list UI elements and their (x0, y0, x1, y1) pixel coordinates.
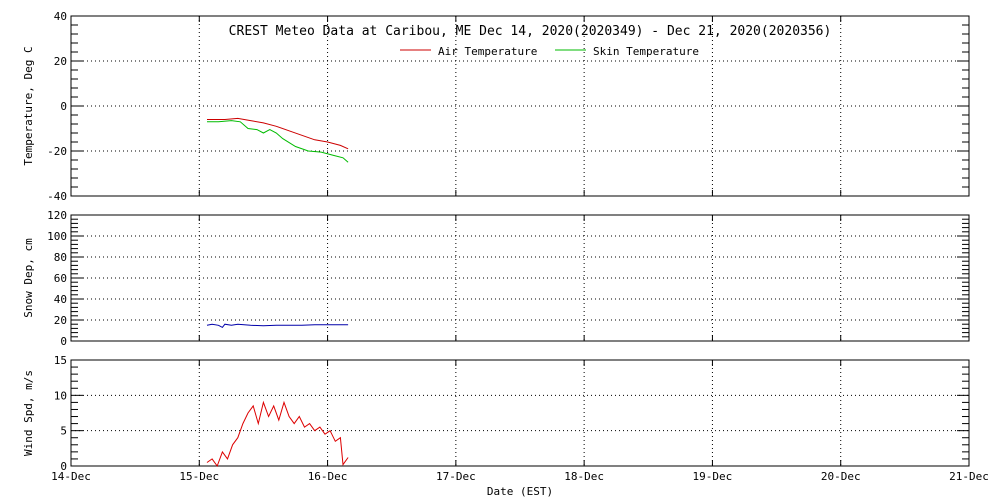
y-tick-label: 80 (54, 251, 67, 264)
y-tick-label: 0 (60, 100, 67, 113)
series-line-3-1 (206, 400, 349, 468)
x-tick-label: 21-Dec (949, 470, 989, 483)
y-tick-label: -20 (47, 145, 67, 158)
panel-1: -40 -20 0 20 40 Temperature, Deg C Air Tempera… (22, 10, 970, 203)
panel-frame (70, 359, 970, 467)
y-tick-label: 0 (60, 460, 67, 473)
y-axis-label: Temperature, Deg C (22, 46, 35, 165)
x-tick-label: 19-Dec (693, 470, 733, 483)
legend-entry: Skin Temperature (593, 45, 699, 58)
y-axis-label: Snow Dep, cm (22, 238, 35, 318)
y-tick-label: 40 (54, 293, 67, 306)
x-tick-label: 14-Dec (51, 470, 91, 483)
y-tick-label: 120 (47, 209, 67, 222)
y-tick-label: 10 (54, 389, 67, 402)
panel-2: 0 20 40 60 80 100 120 Snow Dep, cm (22, 209, 970, 348)
x-tick-labels: 14-Dec 15-Dec 16-Dec 17-Dec 18-Dec 19-Dec 20-D… (51, 470, 989, 483)
legend-entry: Air Temperature (438, 45, 537, 58)
panel-frame (70, 15, 970, 197)
series-line-1-2 (207, 120, 349, 163)
y-tick-label: 20 (54, 55, 67, 68)
panel-3: 0 5 10 15 Wind Spd, m/s (22, 354, 970, 473)
panel-frame (70, 214, 970, 342)
x-axis-label: Date (EST) (487, 485, 553, 498)
chart-title: CREST Meteo Data at Caribou, ME Dec 14, … (229, 24, 832, 39)
x-tick-label: 15-Dec (179, 470, 219, 483)
y-tick-label: 15 (54, 354, 67, 367)
y-axis-label: Wind Spd, m/s (22, 370, 35, 456)
y-tick-label: 0 (60, 335, 67, 348)
series-line-2-1 (206, 323, 349, 329)
y-tick-label: 5 (60, 425, 67, 438)
x-tick-label: 16-Dec (308, 470, 348, 483)
y-tick-label: 40 (54, 10, 67, 23)
chart-panels: -40 -20 0 20 40 Temperature, Deg C Air Tempera… (22, 10, 970, 473)
y-tick-label: -40 (47, 190, 67, 203)
x-tick-label: 20-Dec (821, 470, 861, 483)
x-tick-label: 18-Dec (564, 470, 604, 483)
y-tick-label: 20 (54, 314, 67, 327)
y-tick-label: 60 (54, 272, 67, 285)
y-tick-label: 100 (47, 230, 67, 243)
x-tick-label: 17-Dec (436, 470, 476, 483)
series-line-1-1 (207, 117, 349, 150)
